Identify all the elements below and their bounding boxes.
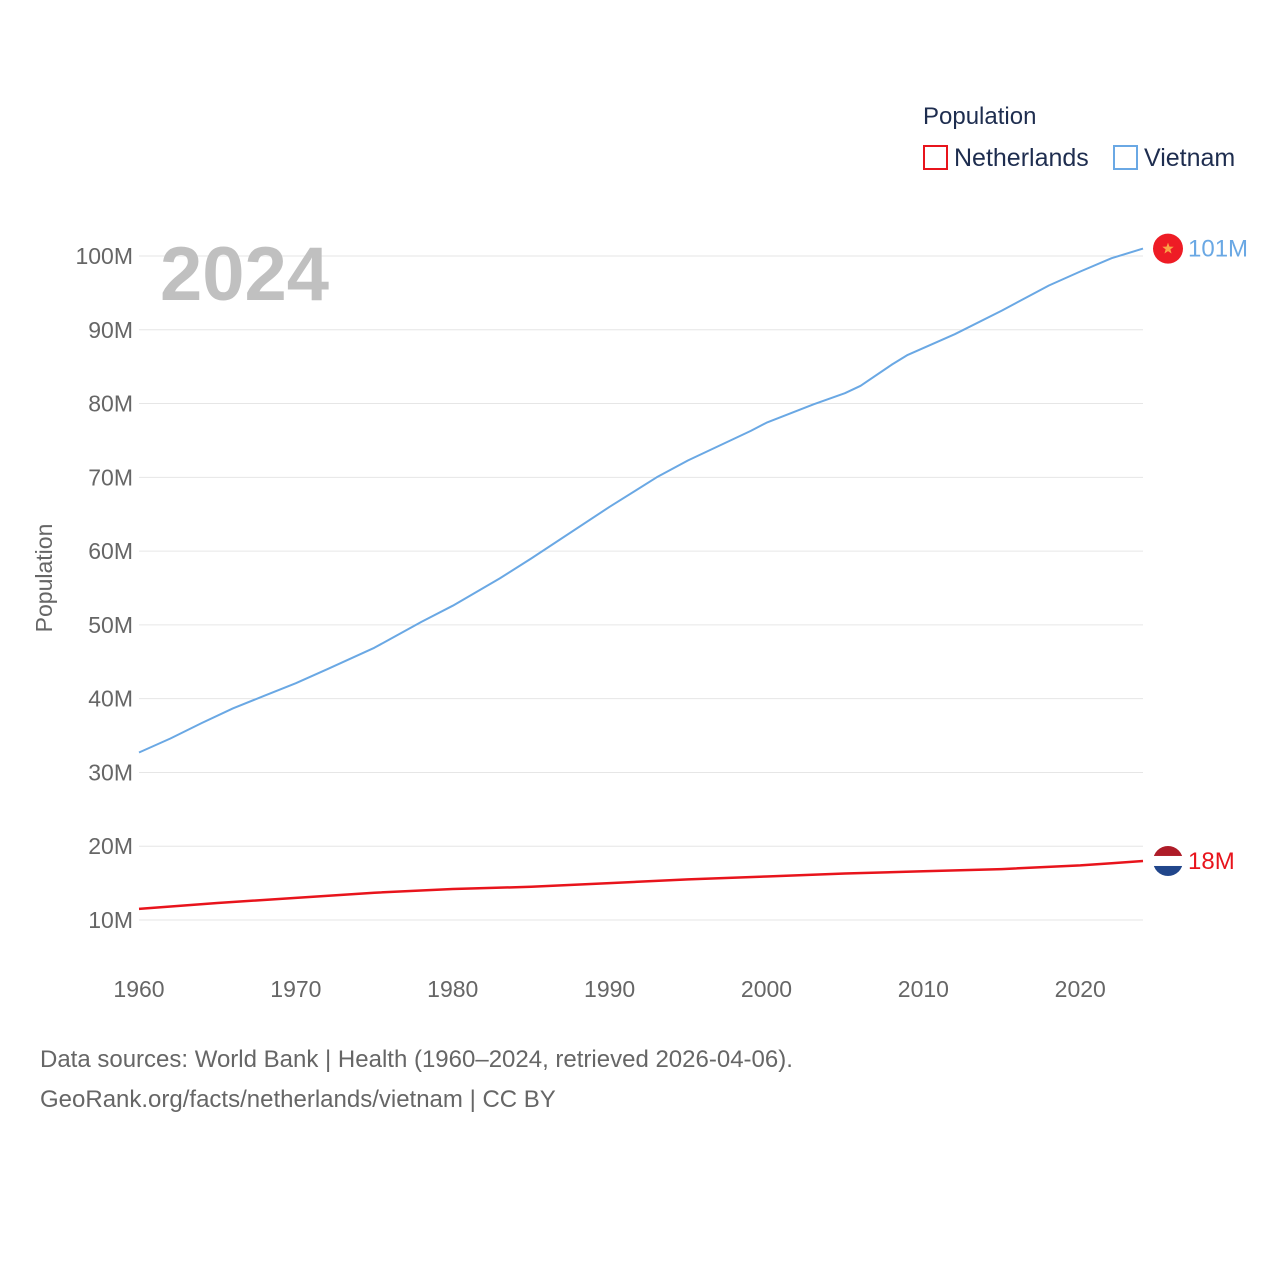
legend-swatch-vietnam[interactable]: [1113, 145, 1138, 170]
y-tick-label: 70M: [88, 464, 133, 490]
legend-label-netherlands[interactable]: Netherlands: [954, 144, 1089, 172]
y-tick-label: 40M: [88, 686, 133, 712]
vietnam-flag-icon: [1153, 233, 1183, 264]
y-tick-label: 60M: [88, 538, 133, 564]
source-notes: Data sources: World Bank | Health (1960–…: [40, 1040, 793, 1120]
legend-swatch-netherlands[interactable]: [923, 145, 948, 170]
x-tick-label: 2020: [1055, 976, 1106, 1002]
x-tick-label: 2000: [741, 976, 792, 1002]
x-tick-label: 1980: [427, 976, 478, 1002]
legend-title: Population: [923, 103, 1036, 130]
netherlands-flag-icon: [1153, 845, 1183, 876]
year-label: 2024: [160, 232, 329, 317]
x-tick-label: 1960: [113, 976, 164, 1002]
y-tick-label: 80M: [88, 391, 133, 417]
x-tick-label: 1990: [584, 976, 635, 1002]
end-label-netherlands: 18M: [1188, 848, 1235, 875]
series-line-vietnam[interactable]: [138, 247, 1144, 754]
y-tick-label: 100M: [75, 243, 133, 269]
legend-label-vietnam[interactable]: Vietnam: [1144, 144, 1235, 172]
x-tick-label: 2010: [898, 976, 949, 1002]
end-label-vietnam: 101M: [1188, 236, 1248, 263]
y-tick-label: 20M: [88, 833, 133, 859]
x-axis-ticks: 1960 1970 1980 1990 2000 2010 2020: [113, 976, 1105, 1002]
end-markers: 18M 101M: [1153, 233, 1248, 876]
y-axis-ticks: 10M 20M 30M 40M 50M 60M 70M 80M 90M 100M: [75, 243, 133, 933]
y-axis-label: Population: [31, 524, 57, 633]
legend: Population Netherlands Vietnam: [923, 103, 1235, 172]
y-tick-label: 10M: [88, 907, 133, 933]
data-source-text: Data sources: World Bank | Health (1960–…: [40, 1046, 793, 1073]
y-tick-label: 90M: [88, 317, 133, 343]
y-tick-label: 30M: [88, 759, 133, 785]
series-line-netherlands[interactable]: [138, 859, 1144, 911]
gridlines: [139, 255, 1143, 921]
source-url-text: GeoRank.org/facts/netherlands/vietnam | …: [40, 1086, 556, 1113]
series-lines: [138, 247, 1144, 911]
y-tick-label: 50M: [88, 612, 133, 638]
x-tick-label: 1970: [270, 976, 321, 1002]
